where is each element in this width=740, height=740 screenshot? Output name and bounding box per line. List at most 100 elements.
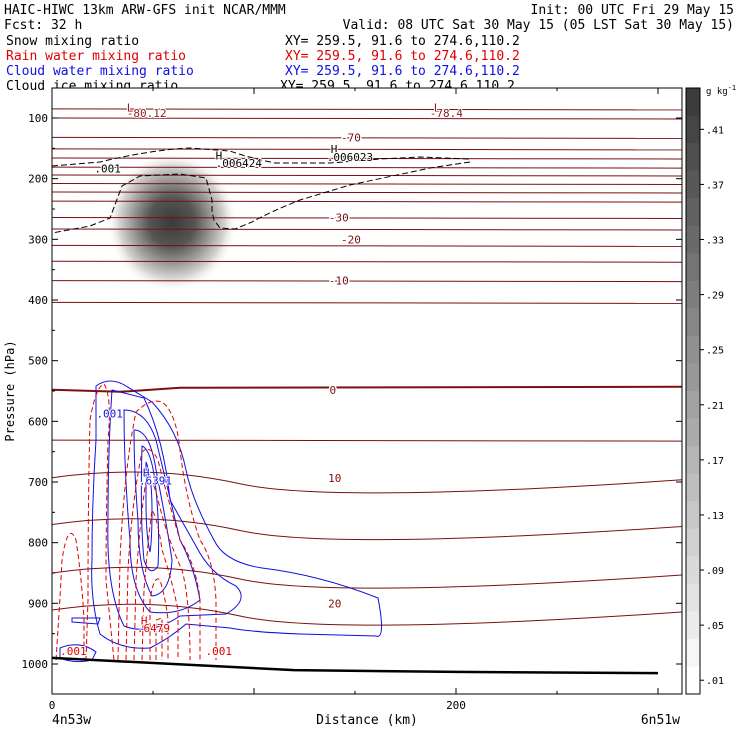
isotherm-line bbox=[52, 191, 682, 194]
y-tick-label: 200 bbox=[28, 173, 48, 186]
contour-annotation: .001 bbox=[60, 645, 87, 658]
isotherm-label: -70 bbox=[341, 131, 361, 144]
colorbar-tick-label: .25 bbox=[706, 346, 724, 357]
y-tick-label: 1000 bbox=[22, 658, 49, 671]
isotherm-line bbox=[52, 301, 682, 304]
cloud-water-contour bbox=[91, 380, 382, 649]
colorbar-swatch bbox=[686, 253, 700, 282]
isotherm-label: -10 bbox=[329, 275, 349, 288]
isotherm-label: -30 bbox=[329, 211, 349, 224]
contour-annotation: -80.12 bbox=[127, 107, 167, 120]
contour-annotation: L bbox=[127, 101, 134, 114]
colorbar-swatch bbox=[686, 280, 700, 309]
isotherm-line bbox=[52, 280, 682, 283]
colorbar-swatch bbox=[686, 473, 700, 502]
isotherm-line bbox=[52, 148, 682, 151]
y-tick-label: 600 bbox=[28, 415, 48, 428]
header-title: HAIC-HIWC 13km ARW-GFS init NCAR/MMM bbox=[4, 3, 286, 18]
colorbar-swatch bbox=[686, 611, 700, 640]
colorbar-tick-label: .37 bbox=[706, 180, 724, 191]
isotherm-line bbox=[52, 217, 682, 219]
contour-annotation: H bbox=[216, 149, 223, 162]
colorbar-swatch bbox=[686, 115, 700, 144]
isotherm-line bbox=[52, 603, 682, 626]
colorbar-swatch bbox=[686, 198, 700, 227]
isotherm-line bbox=[52, 157, 682, 160]
y-tick-label: 500 bbox=[28, 355, 48, 368]
header-valid: Valid: 08 UTC Sat 30 May 15 (05 LST Sat … bbox=[343, 18, 734, 33]
colorbar-swatch bbox=[686, 528, 700, 557]
colorbar-swatch bbox=[686, 501, 700, 530]
colorbar-tick-label: .21 bbox=[706, 401, 724, 412]
contour-annotation: .001 bbox=[206, 645, 233, 658]
colorbar-tick-label: .13 bbox=[706, 511, 724, 522]
colorbar-tick-label: .41 bbox=[706, 125, 724, 136]
cloud-water-contour bbox=[140, 445, 160, 572]
isotherm-label: 10 bbox=[328, 472, 341, 485]
annotation-group: L-80.12 L-78.4H.006424H.006023.001.001H.6… bbox=[59, 100, 464, 659]
contour-annotation: H bbox=[141, 615, 148, 628]
rain-water-contour bbox=[141, 508, 179, 661]
contour-annotation: .006424 bbox=[216, 157, 263, 170]
cloud-water-contour bbox=[71, 617, 101, 625]
contour-annotation: .6479 bbox=[137, 622, 170, 635]
y-tick-label: 300 bbox=[28, 233, 48, 246]
rain-water-contour bbox=[155, 617, 163, 660]
rain-water-contour bbox=[133, 478, 191, 661]
colorbar-swatch bbox=[686, 335, 700, 364]
header-init: Init: 00 UTC Fri 29 May 15 bbox=[531, 3, 735, 18]
colorbar-swatch bbox=[686, 363, 700, 392]
colorbar-tick-label: .01 bbox=[706, 676, 724, 687]
colorbar-swatch bbox=[686, 308, 700, 337]
colorbar-swatch bbox=[686, 666, 700, 695]
isotherm-label: -20 bbox=[341, 233, 361, 246]
field-rain-xy: XY= 259.5, 91.6 to 274.6,110.2 bbox=[285, 49, 520, 64]
x-tick-label: 0 bbox=[49, 699, 56, 712]
isotherm-line bbox=[52, 518, 682, 541]
terrain-surface-line bbox=[52, 656, 659, 675]
contour-annotation: .001 bbox=[96, 408, 123, 421]
rain-water-contour bbox=[55, 532, 85, 661]
colorbar-swatch bbox=[686, 446, 700, 475]
colorbar-tick-label: .09 bbox=[706, 566, 724, 577]
colorbar-border bbox=[685, 87, 701, 695]
left-endpoint-label: 4n53w bbox=[52, 713, 91, 728]
x-tick-label: 200 bbox=[446, 699, 466, 712]
colorbar-swatch bbox=[686, 638, 700, 667]
isotherm-line bbox=[52, 566, 682, 589]
y-tick-label: 800 bbox=[28, 537, 48, 550]
colorbar: .41 .37 .33 .29 .25 .21 .17 .13 .09 .05 .01 bbox=[685, 87, 724, 695]
isotherm-line bbox=[52, 385, 682, 393]
isotherm-line bbox=[52, 228, 682, 231]
colorbar-tick-label: .17 bbox=[706, 456, 724, 467]
contour-annotation: -78.4 bbox=[430, 107, 463, 120]
colorbar-units: g kg-1 bbox=[706, 84, 736, 97]
colorbar-swatch bbox=[686, 88, 700, 117]
colorbar-tick-label: .05 bbox=[706, 621, 724, 632]
isotherm-line bbox=[52, 183, 682, 185]
isotherm-line bbox=[52, 200, 682, 203]
contour-annotation: L bbox=[434, 101, 441, 114]
y-tick-label: 700 bbox=[28, 476, 48, 489]
isotherm-line bbox=[52, 471, 682, 494]
isotherm-line bbox=[52, 108, 682, 111]
isotherm-line bbox=[52, 117, 682, 120]
snow-mixing-ratio-shading bbox=[106, 152, 238, 292]
contour-annotation: H bbox=[143, 467, 150, 480]
field-cloudwater-label: Cloud water mixing ratio bbox=[6, 64, 194, 79]
isotherm-line bbox=[52, 439, 682, 442]
field-snow-label: Snow mixing ratio bbox=[6, 34, 139, 49]
contour-annotation: .6391 bbox=[139, 474, 172, 487]
cloud-water-contour bbox=[145, 461, 153, 553]
y-tick-label: 400 bbox=[28, 294, 48, 307]
rain-water-contour-group bbox=[55, 383, 217, 661]
isotherm-label: 0 bbox=[329, 384, 336, 397]
x-axis-label: Distance (km) bbox=[316, 713, 418, 728]
isotherm-line bbox=[52, 260, 682, 263]
cloud-water-contour bbox=[107, 389, 242, 630]
isotherm-label: 20 bbox=[328, 597, 341, 610]
y-axis-label: Pressure (hPa) bbox=[3, 340, 17, 441]
colorbar-tick-label: .29 bbox=[706, 291, 724, 302]
